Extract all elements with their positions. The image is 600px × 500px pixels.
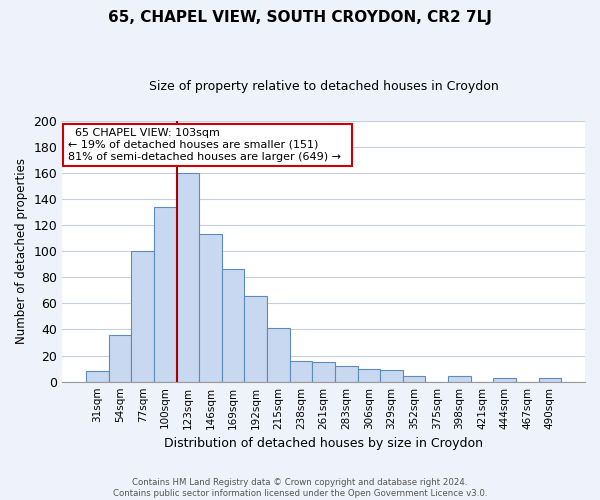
Bar — [358, 368, 380, 382]
Bar — [335, 366, 358, 382]
Bar — [448, 376, 471, 382]
Bar — [539, 378, 561, 382]
Text: 65, CHAPEL VIEW, SOUTH CROYDON, CR2 7LJ: 65, CHAPEL VIEW, SOUTH CROYDON, CR2 7LJ — [108, 10, 492, 25]
Text: 65 CHAPEL VIEW: 103sqm
← 19% of detached houses are smaller (151)
81% of semi-de: 65 CHAPEL VIEW: 103sqm ← 19% of detached… — [68, 128, 347, 162]
Bar — [131, 251, 154, 382]
Title: Size of property relative to detached houses in Croydon: Size of property relative to detached ho… — [149, 80, 499, 93]
Bar — [86, 371, 109, 382]
X-axis label: Distribution of detached houses by size in Croydon: Distribution of detached houses by size … — [164, 437, 483, 450]
Text: Contains HM Land Registry data © Crown copyright and database right 2024.
Contai: Contains HM Land Registry data © Crown c… — [113, 478, 487, 498]
Bar — [493, 378, 516, 382]
Bar — [313, 362, 335, 382]
Bar — [199, 234, 222, 382]
Bar — [176, 173, 199, 382]
Y-axis label: Number of detached properties: Number of detached properties — [15, 158, 28, 344]
Bar — [290, 361, 313, 382]
Bar — [380, 370, 403, 382]
Bar — [267, 328, 290, 382]
Bar — [154, 206, 176, 382]
Bar — [109, 334, 131, 382]
Bar — [244, 296, 267, 382]
Bar — [403, 376, 425, 382]
Bar — [222, 270, 244, 382]
